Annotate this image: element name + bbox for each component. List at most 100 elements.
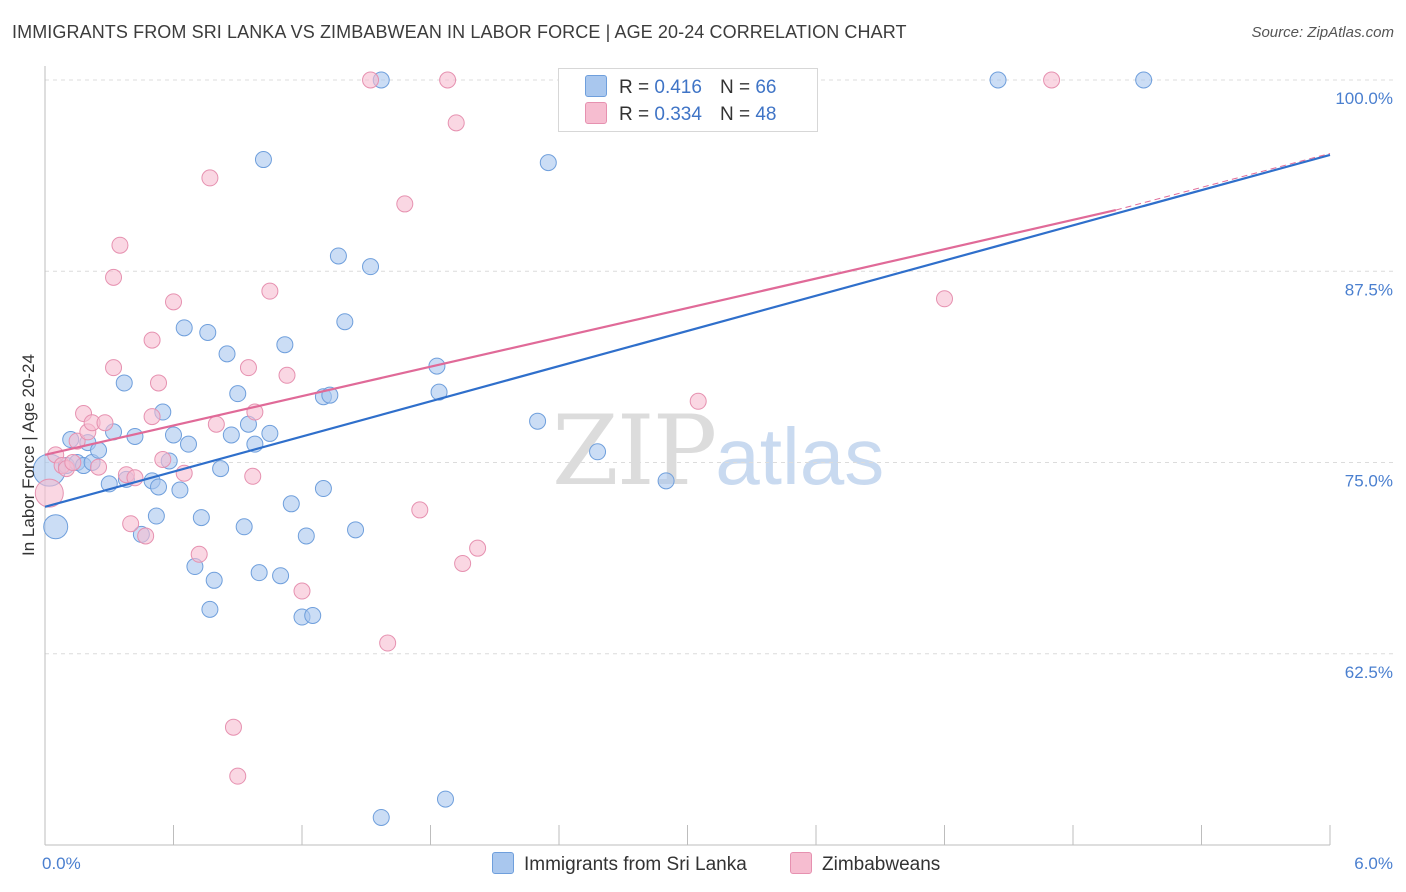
sri-lanka-point <box>229 385 247 403</box>
legend-n-value-sri-lanka: 66 <box>755 77 777 98</box>
point-layer <box>32 71 1153 826</box>
sri-lanka-point <box>218 345 236 363</box>
zimbabwean-point <box>1043 71 1061 89</box>
sri-lanka-point <box>336 313 354 331</box>
sri-lanka-point <box>43 514 69 540</box>
bottom-legend-swatch-blue <box>492 852 514 874</box>
legend-n-value-zimbabweans: 48 <box>755 104 777 125</box>
zimbabwean-point <box>278 366 296 384</box>
zimbabwean-point <box>90 458 108 476</box>
sri-lanka-point <box>150 478 168 496</box>
zimbabwean-point <box>154 450 172 468</box>
legend-n-label: N = <box>719 77 751 98</box>
y-axis-title: In Labor Force | Age 20-24 <box>19 354 38 556</box>
bottom-legend-label-zimbabweans: Zimbabweans <box>822 854 941 875</box>
sri-lanka-point <box>165 426 182 444</box>
trend-layer <box>44 152 1331 508</box>
sri-lanka-point <box>192 509 210 527</box>
sri-lanka-point <box>314 480 332 498</box>
zimbabwean-point <box>379 634 397 652</box>
zimbabwean-point <box>411 501 429 519</box>
zimbabwean-point <box>201 169 219 187</box>
bottom-legend-label-sri-lanka: Immigrants from Sri Lanka <box>524 854 747 875</box>
zimbabwean-point <box>150 374 168 392</box>
sri-lanka-point <box>304 607 322 624</box>
sri-lanka-point <box>199 323 217 341</box>
sri-lanka-point <box>175 319 193 337</box>
zimbabwean-point <box>439 71 457 89</box>
zimbabwean-point <box>244 467 262 485</box>
zimbabwean-point <box>362 71 380 89</box>
zimbabwean-point <box>143 331 161 349</box>
zimbabwean-point <box>105 268 123 286</box>
zimbabwean-point <box>64 454 82 471</box>
label-layer: 62.5% 75.0% 87.5% 100.0% 0.0% 6.0% In Labor Fo… <box>19 89 1393 873</box>
zimbabwean-point <box>111 236 129 254</box>
x-tick-label-max: 6.0% <box>1354 854 1393 873</box>
sri-lanka-point <box>282 495 300 513</box>
sri-lanka-point <box>212 460 230 478</box>
sri-lanka-point <box>539 154 557 172</box>
sri-lanka-point <box>272 567 290 585</box>
sri-lanka-point <box>201 600 219 618</box>
bottom-legend-zimbabweans[interactable]: Zimbabweans <box>790 852 940 876</box>
sri-lanka-point <box>372 808 390 826</box>
legend-r-value-zimbabweans: 0.334 <box>654 104 702 125</box>
zimbabwean-point <box>454 554 472 572</box>
zimbabwean-point <box>293 582 311 600</box>
zimbabwean-point <box>207 415 225 433</box>
correlation-legend: R = 0.416 N = 66 R = 0.334 N = 48 <box>558 68 818 132</box>
sri-lanka-point <box>147 507 165 525</box>
sri-lanka-point <box>222 426 240 444</box>
sri-lanka-point <box>171 481 189 499</box>
zimbabwean-trend-extension <box>1115 152 1331 211</box>
legend-row-zimbabweans: R = 0.334 N = 48 <box>585 102 776 126</box>
zimbabwean-point <box>105 359 123 377</box>
sri-lanka-point <box>115 374 133 392</box>
source-label[interactable]: Source: ZipAtlas.com <box>1251 24 1394 41</box>
y-tick-label: 75.0% <box>1345 472 1393 491</box>
sri-lanka-point <box>657 472 675 490</box>
chart-title: IMMIGRANTS FROM SRI LANKA VS ZIMBABWEAN … <box>12 22 907 42</box>
sri-lanka-point <box>436 790 454 808</box>
sri-lanka-trend-line <box>44 153 1331 508</box>
legend-swatch-blue <box>585 75 607 97</box>
sri-lanka-point <box>205 571 223 589</box>
sri-lanka-point <box>347 521 365 539</box>
sri-lanka-point <box>589 443 607 461</box>
zimbabwean-point <box>224 718 242 736</box>
legend-r-value-sri-lanka: 0.416 <box>654 77 702 98</box>
zimbabwean-point <box>396 195 414 213</box>
sri-lanka-point <box>250 564 268 582</box>
bottom-legend-swatch-pink <box>790 852 812 874</box>
sri-lanka-point <box>254 151 272 169</box>
sri-lanka-point <box>179 435 197 453</box>
x-tick-label-min: 0.0% <box>42 854 81 873</box>
zimbabwean-point <box>143 408 161 426</box>
sri-lanka-point <box>276 336 294 354</box>
legend-swatch-pink <box>585 102 607 124</box>
zimbabwean-point <box>261 282 279 300</box>
sri-lanka-point <box>362 258 380 276</box>
zimbabwean-point <box>165 293 182 311</box>
legend-n-label: N = <box>719 104 751 125</box>
zimbabwean-point <box>936 290 953 308</box>
zimbabwean-point <box>137 527 155 545</box>
y-tick-label: 62.5% <box>1345 663 1393 682</box>
sri-lanka-point <box>297 527 315 545</box>
y-tick-label: 100.0% <box>1335 89 1393 108</box>
legend-row-sri-lanka: R = 0.416 N = 66 <box>585 75 776 99</box>
zimbabwean-point <box>469 539 487 557</box>
sri-lanka-point <box>989 71 1007 89</box>
zimbabwean-point <box>122 515 140 533</box>
sri-lanka-point <box>329 247 347 265</box>
bottom-legend-sri-lanka[interactable]: Immigrants from Sri Lanka <box>492 852 747 876</box>
legend-r-label: R = <box>619 104 650 125</box>
sri-lanka-point <box>261 424 279 442</box>
sri-lanka-point <box>529 412 547 430</box>
zimbabwean-point <box>239 359 257 377</box>
zimbabwean-point <box>689 392 707 410</box>
sri-lanka-point <box>430 383 448 401</box>
sri-lanka-point <box>235 518 253 536</box>
zimbabwean-point <box>190 545 208 563</box>
